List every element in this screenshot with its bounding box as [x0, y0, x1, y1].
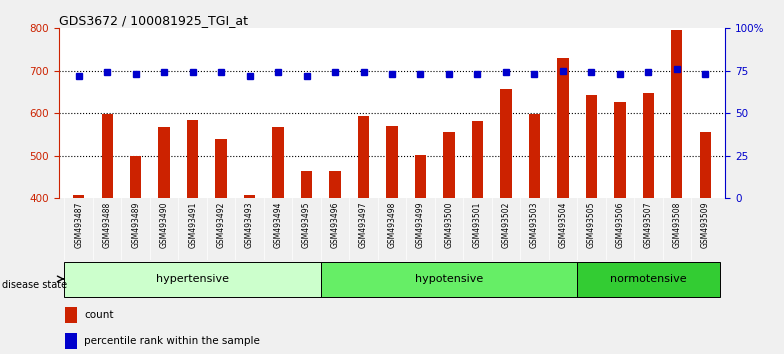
Bar	[158, 127, 170, 198]
Bar	[415, 155, 426, 198]
Bar	[187, 120, 198, 198]
Text: hypertensive: hypertensive	[156, 274, 229, 284]
Bar	[358, 116, 369, 198]
Text: GSM493505: GSM493505	[587, 201, 596, 248]
Text: GSM493493: GSM493493	[245, 201, 254, 248]
Text: disease state: disease state	[2, 280, 67, 290]
Bar	[244, 195, 256, 198]
Text: GSM493507: GSM493507	[644, 201, 653, 248]
Text: GSM493487: GSM493487	[74, 201, 83, 248]
Text: count: count	[84, 310, 114, 320]
Text: GSM493489: GSM493489	[131, 201, 140, 248]
Bar	[130, 156, 141, 198]
Text: GSM493509: GSM493509	[701, 201, 710, 248]
Text: hypotensive: hypotensive	[415, 274, 483, 284]
Bar	[528, 114, 540, 198]
Text: GSM493492: GSM493492	[216, 201, 226, 248]
Text: GSM493496: GSM493496	[331, 201, 339, 248]
Bar	[586, 96, 597, 198]
Bar	[387, 126, 397, 198]
Bar	[329, 171, 341, 198]
Bar	[614, 102, 626, 198]
Text: GSM493503: GSM493503	[530, 201, 539, 248]
Bar	[73, 195, 85, 198]
Bar	[443, 132, 455, 198]
Text: GSM493506: GSM493506	[615, 201, 624, 248]
Text: GSM493494: GSM493494	[274, 201, 282, 248]
Text: GSM493500: GSM493500	[445, 201, 453, 248]
Bar	[101, 114, 113, 198]
Text: normotensive: normotensive	[610, 274, 687, 284]
Bar	[699, 132, 711, 198]
Text: GSM493491: GSM493491	[188, 201, 197, 248]
Text: GSM493497: GSM493497	[359, 201, 368, 248]
Bar	[301, 171, 312, 198]
Text: percentile rank within the sample: percentile rank within the sample	[84, 336, 260, 346]
Bar	[671, 30, 683, 198]
FancyBboxPatch shape	[577, 262, 720, 297]
Text: GSM493501: GSM493501	[473, 201, 482, 248]
Bar	[65, 333, 78, 349]
Bar	[557, 58, 568, 198]
FancyBboxPatch shape	[64, 262, 321, 297]
Text: GSM493508: GSM493508	[673, 201, 681, 248]
Text: GSM493488: GSM493488	[103, 201, 111, 247]
Bar	[643, 93, 654, 198]
Text: GSM493499: GSM493499	[416, 201, 425, 248]
Text: GSM493495: GSM493495	[302, 201, 311, 248]
Bar	[272, 127, 284, 198]
Text: GSM493504: GSM493504	[558, 201, 568, 248]
Bar	[216, 139, 227, 198]
Text: GSM493502: GSM493502	[502, 201, 510, 248]
Text: GSM493490: GSM493490	[160, 201, 169, 248]
Bar	[65, 307, 78, 323]
Text: GDS3672 / 100081925_TGI_at: GDS3672 / 100081925_TGI_at	[59, 14, 248, 27]
FancyBboxPatch shape	[321, 262, 577, 297]
Bar	[472, 120, 483, 198]
Text: GSM493498: GSM493498	[387, 201, 397, 248]
Bar	[500, 88, 512, 198]
